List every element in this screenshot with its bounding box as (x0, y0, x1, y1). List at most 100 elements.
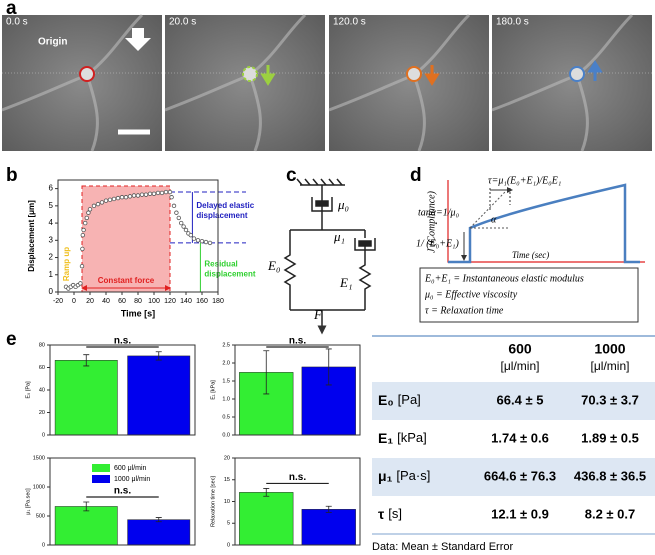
table-cell: 66.4 ± 5 (497, 392, 544, 407)
data-point (171, 203, 177, 209)
error-bar (155, 351, 162, 361)
y-tick-label: 80 (39, 342, 45, 348)
y-tick-label: 20 (224, 455, 230, 461)
time-label: 120.0 s (333, 17, 366, 28)
motion-arrow (587, 60, 603, 81)
param-symbol: μ₁ (378, 468, 393, 484)
annotation-line: displacement (204, 270, 255, 279)
microscopy-frame (492, 15, 652, 151)
panel-label: c (286, 165, 297, 186)
data-point (139, 192, 145, 197)
param-unit: [s] (388, 506, 402, 521)
x-tick-label: 100 (148, 298, 160, 305)
y-tick-label: 3 (49, 235, 54, 244)
y-tick-label: 1.0 (222, 396, 230, 402)
y-tick-label: 0.5 (222, 414, 230, 420)
significance-label: n.s. (114, 486, 131, 497)
data-point (143, 192, 149, 197)
annotation-line: Delayed elastic (196, 201, 254, 210)
data-point (107, 197, 113, 203)
data-point (103, 198, 109, 203)
data-point (84, 215, 89, 221)
data-point (131, 193, 137, 198)
bead (406, 66, 422, 82)
microscopy-frame (165, 15, 325, 151)
microscopy-row: 0.0 s 20.0 s 120.0 s 180.0 s Origin (1, 13, 652, 152)
y-axis-label: E₁ [kPa] (210, 380, 216, 400)
force-arrow (125, 28, 151, 51)
y-tick-label: 0 (227, 542, 230, 548)
x-tick-label: 40 (102, 298, 110, 305)
bar (127, 519, 191, 546)
annotation: Ramp up (62, 247, 71, 281)
data-point (86, 210, 91, 215)
y-axis-label: E₀ [Pa] (25, 381, 31, 399)
microscopy-frame (329, 15, 489, 151)
y-tick-label: 20 (39, 410, 45, 416)
data-point (169, 195, 174, 200)
origin-label: Origin (38, 37, 67, 48)
table-cell: 664.6 ± 76.3 (484, 468, 556, 483)
y-tick-label: 60 (39, 365, 45, 371)
y-tick-label: 1.5 (222, 378, 230, 384)
row-label: μ₁ [Pa·s] (378, 468, 430, 484)
data-point (151, 191, 157, 196)
bar (54, 360, 118, 436)
row-label: E₁ [kPa] (378, 430, 427, 446)
data-point (191, 236, 197, 241)
table-footnote: Data: Mean ± Standard Error (372, 541, 513, 553)
y-tick-label: 6 (49, 184, 54, 193)
error-bar (83, 501, 90, 512)
legend-text: E₀+E₁ = Instantaneous elastic modulus (424, 273, 584, 284)
significance-label: n.s. (289, 472, 306, 483)
y-axis-label: Relaxation time [sec] (210, 476, 216, 528)
model-diagram (283, 178, 376, 335)
y-axis-label: Displacement [μm] (27, 200, 36, 272)
plot-frame (234, 344, 361, 436)
table-cell: 70.3 ± 3.7 (581, 392, 639, 407)
x-axis-label: Time (sec) (512, 250, 549, 260)
data-point (174, 210, 179, 215)
annotation-line: Residual (204, 260, 237, 269)
annotation-line: displacement (196, 211, 247, 220)
model-label: μ₁ (333, 229, 345, 244)
y-tick-label: 1 (49, 270, 54, 279)
bead (242, 66, 258, 82)
y-axis-label: J (Compliance) (426, 190, 437, 253)
table-header: 1000 (594, 341, 625, 357)
error-bar (325, 505, 332, 513)
error-bar (263, 350, 270, 395)
data-point (181, 224, 186, 229)
data-point (119, 195, 125, 200)
legend-text: μ₀ = Effective viscosity (424, 289, 518, 300)
y-tick-label: 1000 (33, 484, 45, 490)
data-point (80, 232, 85, 238)
param-unit: [kPa] (397, 430, 427, 445)
y-tick-label: 2 (49, 253, 54, 262)
x-tick-label: 20 (86, 298, 94, 305)
time-label: 0.0 s (6, 17, 28, 28)
param-unit: [Pa] (398, 392, 421, 407)
formula: τ=μ₁(E₀+E₁)/E₀E₁ (488, 175, 561, 186)
plot-frame (49, 457, 196, 546)
data-point (203, 239, 209, 245)
data-point (176, 215, 181, 221)
data-point (127, 194, 133, 199)
param-symbol: E₀ (378, 392, 394, 408)
panel-label: d (410, 165, 422, 186)
x-tick-label: 160 (196, 298, 208, 305)
annotation: Constant force (98, 276, 155, 285)
table-cell: 12.1 ± 0.9 (491, 506, 549, 521)
bar (239, 492, 294, 546)
table-cell: 1.74 ± 0.6 (491, 430, 549, 445)
data-point (81, 227, 86, 233)
bar (301, 509, 356, 546)
motion-arrow (424, 65, 440, 86)
data-point (178, 220, 184, 226)
data-point (80, 246, 85, 252)
table-row (372, 458, 655, 496)
formula: 1/ (E₀+E₁) (416, 238, 460, 249)
data-point (207, 240, 213, 246)
annotation: Residual displacement (204, 260, 255, 279)
table: 600 [μl/min] 1000 [μl/min] E₀ [Pa] 66.4 ± 5 70.… (372, 335, 655, 553)
